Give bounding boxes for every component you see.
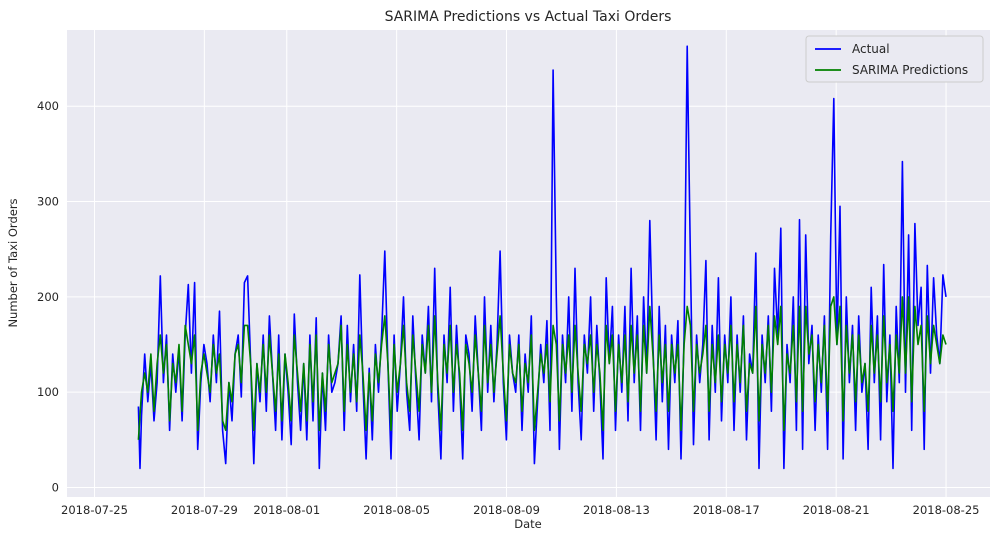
y-tick-label: 300 [37,195,59,209]
x-tick-label: 2018-08-25 [913,503,980,517]
legend-label-sarima: SARIMA Predictions [852,63,968,77]
series-layer [137,45,947,470]
y-tick-label: 400 [37,99,59,113]
x-tick-label: 2018-07-29 [171,503,238,517]
y-tick-label: 200 [37,290,59,304]
x-tick-label: 2018-08-21 [803,503,870,517]
x-tick-label: 2018-08-17 [693,503,760,517]
x-tick-label: 2018-08-09 [473,503,540,517]
x-tick-label: 2018-07-25 [61,503,128,517]
x-tick-label: 2018-08-01 [253,503,320,517]
x-tick-label: 2018-08-13 [583,503,650,517]
legend: Actual SARIMA Predictions [805,35,984,83]
y-axis-label: Number of Taxi Orders [6,198,20,327]
series-line-sarima-predictions [137,296,947,440]
x-axis-label: Date [514,517,542,531]
plot-area [67,30,990,497]
y-tick-label: 0 [52,480,59,494]
y-axis: 0 100 200 300 400 [37,99,59,494]
y-tick-label: 100 [37,385,59,399]
x-tick-label: 2018-08-05 [363,503,430,517]
chart-title: SARIMA Predictions vs Actual Taxi Orders [385,9,672,25]
legend-box [805,35,984,83]
x-axis: 2018-07-25 2018-07-29 2018-08-01 2018-08-05… [61,503,980,517]
legend-label-actual: Actual [852,42,890,56]
